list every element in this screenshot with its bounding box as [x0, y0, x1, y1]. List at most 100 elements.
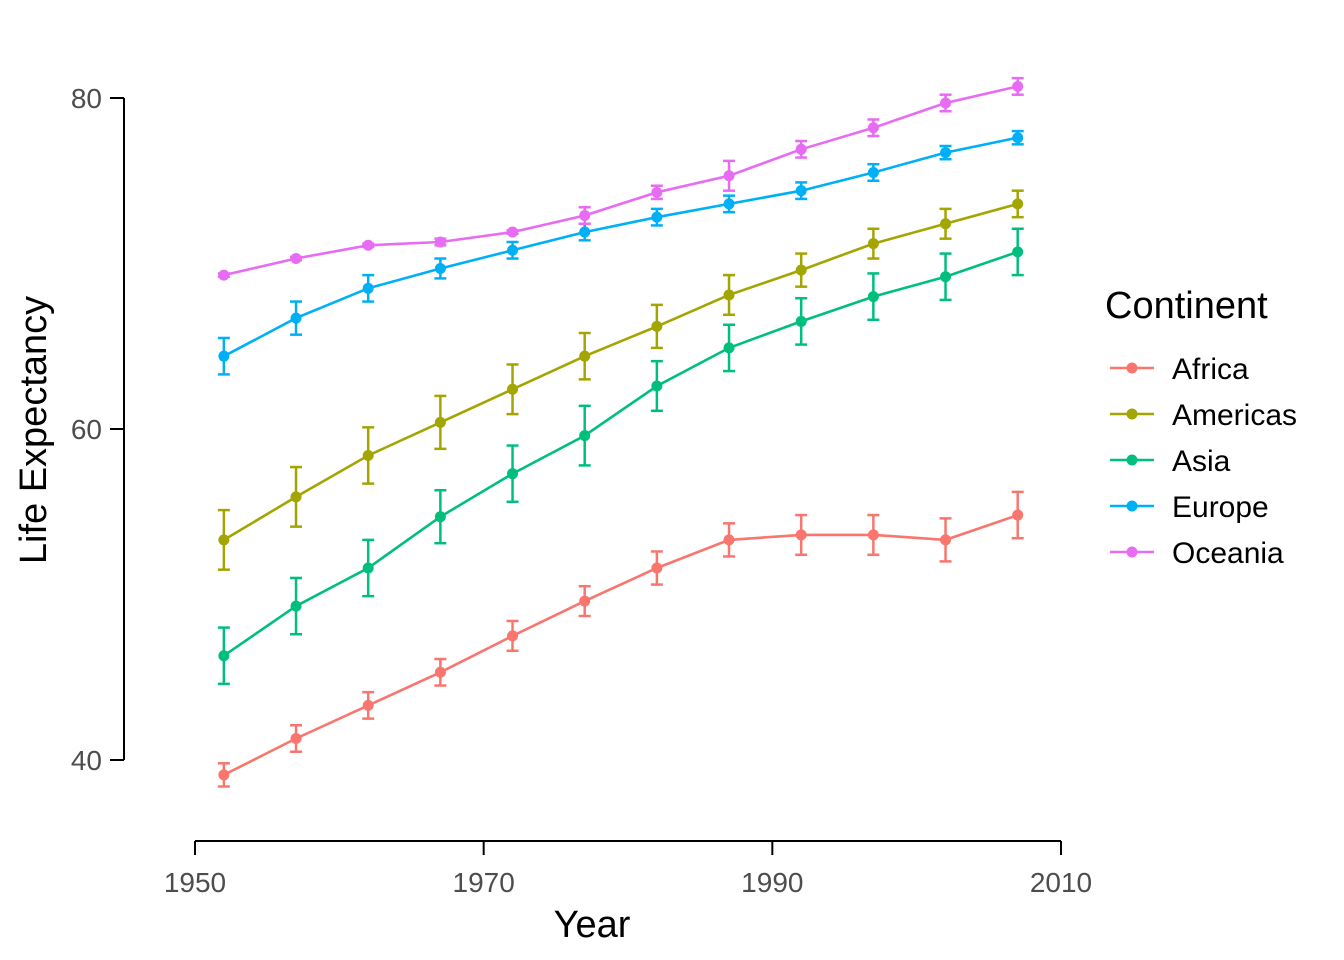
data-point: [795, 143, 807, 155]
legend-key-point: [1126, 546, 1138, 558]
series-oceania: [217, 76, 1024, 281]
legend-key-point: [1126, 408, 1138, 420]
series-line: [223, 202, 1019, 542]
y-tick-label: 80: [71, 83, 102, 114]
x-tick-label: 1950: [164, 867, 226, 898]
data-point: [579, 210, 591, 222]
data-point: [434, 236, 446, 248]
data-point: [940, 218, 952, 230]
series-africa: [217, 490, 1024, 788]
data-point: [795, 185, 807, 197]
data-point: [867, 291, 879, 303]
data-point: [362, 282, 374, 294]
data-point: [651, 562, 663, 574]
data-point: [940, 147, 952, 159]
series-europe: [217, 129, 1024, 376]
data-point: [1012, 198, 1024, 210]
series-line: [223, 250, 1019, 657]
legend-item-europe: Europe: [1110, 491, 1269, 524]
data-point: [867, 166, 879, 178]
plot-area: [217, 76, 1024, 788]
series-americas: [217, 189, 1024, 571]
data-point: [579, 430, 591, 442]
data-point: [579, 595, 591, 607]
data-point: [651, 211, 663, 223]
data-point: [940, 534, 952, 546]
data-point: [1012, 509, 1024, 521]
data-point: [723, 534, 735, 546]
data-point: [651, 380, 663, 392]
data-point: [651, 320, 663, 332]
data-point: [867, 122, 879, 134]
data-point: [651, 186, 663, 198]
data-point: [867, 529, 879, 541]
data-point: [940, 271, 952, 283]
data-point: [867, 238, 879, 250]
data-point: [290, 491, 302, 503]
data-point: [290, 253, 302, 265]
legend-item-africa: Africa: [1110, 353, 1249, 386]
data-point: [362, 699, 374, 711]
legend-label: Europe: [1172, 491, 1269, 524]
data-point: [795, 264, 807, 276]
legend-key-point: [1126, 500, 1138, 512]
data-point: [362, 449, 374, 461]
legend-label: Africa: [1172, 353, 1249, 386]
legend-label: Oceania: [1172, 537, 1284, 570]
data-point: [507, 383, 519, 395]
data-point: [434, 666, 446, 678]
legend-item-oceania: Oceania: [1110, 537, 1284, 570]
y-axis-title: Life Expectancy: [13, 296, 55, 564]
legend-title: Continent: [1105, 285, 1268, 327]
x-tick-label: 1990: [741, 867, 803, 898]
data-point: [723, 289, 735, 301]
data-point: [723, 342, 735, 354]
data-point: [795, 529, 807, 541]
data-point: [434, 511, 446, 523]
series-line: [223, 85, 1018, 277]
data-point: [434, 262, 446, 274]
data-point: [579, 226, 591, 238]
data-point: [290, 732, 302, 744]
data-point: [362, 562, 374, 574]
x-tick-label: 2010: [1030, 867, 1092, 898]
series-line: [223, 136, 1018, 358]
data-point: [362, 239, 374, 251]
data-point: [507, 226, 519, 238]
x-axis-title: Year: [554, 904, 631, 946]
data-point: [218, 350, 230, 362]
data-point: [218, 650, 230, 662]
y-axis: 40 60 80: [71, 83, 125, 776]
x-axis: 1950 1970 1990 2010: [164, 840, 1092, 898]
data-point: [723, 198, 735, 210]
data-point: [795, 315, 807, 327]
x-tick-label: 1970: [453, 867, 515, 898]
data-point: [940, 97, 952, 109]
legend-label: Americas: [1172, 399, 1297, 432]
legend-key-point: [1126, 454, 1138, 466]
data-point: [434, 416, 446, 428]
data-point: [218, 269, 230, 281]
data-point: [290, 600, 302, 612]
y-tick-label: 60: [71, 414, 102, 445]
data-point: [218, 534, 230, 546]
data-point: [1012, 246, 1024, 258]
data-point: [1012, 80, 1024, 92]
series-asia: [217, 227, 1024, 686]
data-point: [579, 350, 591, 362]
legend: Continent Africa Americas Asia Europe Oceani…: [1105, 285, 1297, 570]
legend-key-point: [1126, 362, 1138, 374]
legend-item-americas: Americas: [1110, 399, 1297, 432]
data-point: [507, 468, 519, 480]
legend-item-asia: Asia: [1110, 445, 1231, 478]
data-point: [1012, 132, 1024, 144]
data-point: [507, 630, 519, 642]
data-point: [218, 769, 230, 781]
data-point: [507, 244, 519, 256]
data-point: [723, 170, 735, 182]
y-tick-label: 40: [71, 745, 102, 776]
series-line: [223, 513, 1019, 777]
legend-label: Asia: [1172, 445, 1231, 478]
data-point: [290, 312, 302, 324]
